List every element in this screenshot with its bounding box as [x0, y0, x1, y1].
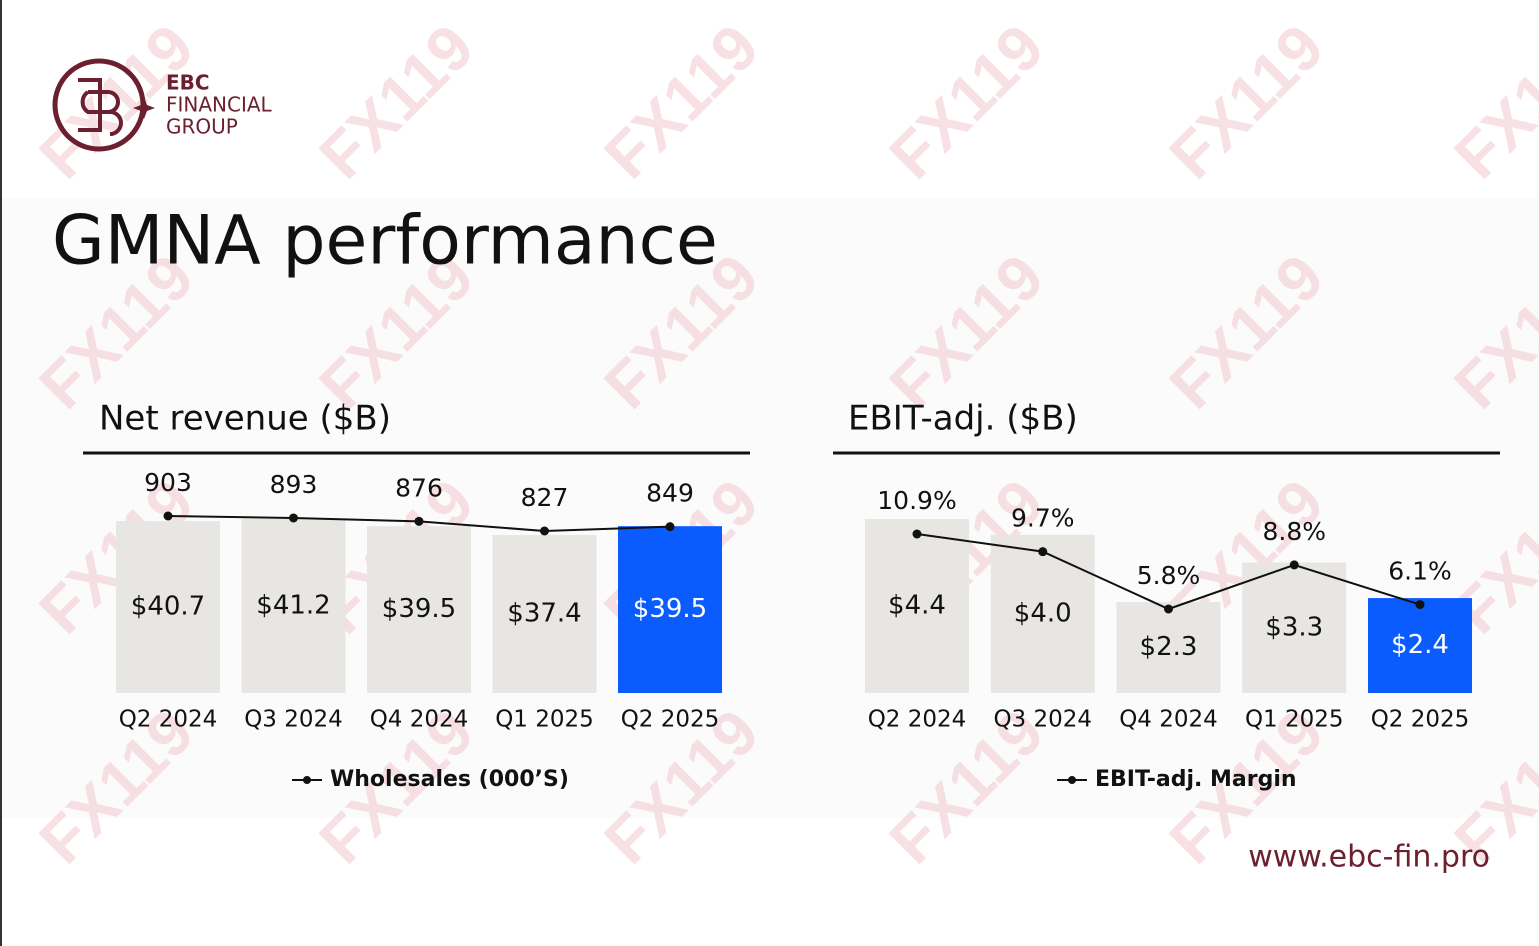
- x-tick-label: Q2 2025: [621, 707, 720, 733]
- page-title: GMNA performance: [52, 202, 718, 281]
- bar-label: $4.0: [1014, 598, 1072, 628]
- bar: [1116, 602, 1221, 693]
- line-point: [1289, 560, 1299, 570]
- line-label: 9.7%: [1011, 504, 1075, 533]
- line-point: [414, 516, 424, 526]
- bar: [990, 534, 1095, 693]
- line-point: [1038, 547, 1048, 557]
- line-label: 876: [395, 473, 443, 502]
- line-label: 903: [144, 468, 192, 497]
- bar: [367, 526, 471, 693]
- x-tick-label: Q4 2024: [370, 707, 469, 733]
- chart-title: EBIT-adj. ($B): [848, 399, 1078, 439]
- bar-label: $41.2: [256, 591, 330, 621]
- chart-title: Net revenue ($B): [99, 399, 391, 439]
- bar: [492, 535, 597, 693]
- logo: EBC FINANCIAL GROUP: [52, 58, 273, 152]
- line-label: 893: [270, 470, 318, 499]
- bar: [1242, 562, 1347, 693]
- line-label: 8.8%: [1262, 517, 1326, 546]
- website: www.ebc-fin.pro: [1248, 840, 1490, 875]
- bar-label: $39.5: [382, 594, 456, 624]
- line-label: 5.8%: [1137, 561, 1201, 590]
- line-point: [1415, 600, 1425, 610]
- line-label: 10.9%: [877, 486, 956, 515]
- bar-label: $4.4: [888, 591, 946, 621]
- bar-label: $2.4: [1391, 630, 1449, 660]
- x-tick-label: Q1 2025: [1245, 707, 1344, 733]
- bar: [1368, 598, 1472, 693]
- charts: Net revenue ($B) $40.7 Q2 2024 $41.2 Q3 2024…: [83, 399, 1500, 792]
- x-tick-label: Q1 2025: [495, 707, 594, 733]
- bar: [618, 526, 722, 693]
- legend-point: [1068, 776, 1076, 784]
- logo-name: EBC: [166, 71, 210, 95]
- logo-line: FINANCIAL: [166, 93, 273, 117]
- x-tick-label: Q2 2024: [119, 707, 218, 733]
- bar: [241, 519, 346, 693]
- bar-label: $40.7: [131, 592, 205, 622]
- line-label: 827: [521, 483, 569, 512]
- legend-point: [303, 776, 311, 784]
- bar-label: $3.3: [1265, 612, 1323, 642]
- x-tick-label: Q2 2025: [1371, 707, 1470, 733]
- logo-mark: [78, 78, 123, 136]
- logo-star: [133, 97, 155, 119]
- bar: [116, 521, 220, 693]
- line-point: [163, 511, 173, 521]
- x-tick-label: Q3 2024: [993, 707, 1092, 733]
- logo-line: GROUP: [166, 115, 238, 139]
- x-tick-label: Q4 2024: [1119, 707, 1218, 733]
- legend-label: EBIT-adj. Margin: [1095, 767, 1297, 792]
- panel: [0, 198, 1539, 818]
- x-tick-label: Q3 2024: [244, 707, 343, 733]
- line-point: [1164, 604, 1173, 614]
- bar: [865, 519, 969, 693]
- line-point: [289, 513, 298, 523]
- line-label: 6.1%: [1388, 557, 1452, 586]
- bar-label: $37.4: [507, 599, 581, 629]
- bar-label: $2.3: [1140, 632, 1198, 662]
- line-point: [540, 526, 549, 536]
- line-point: [665, 522, 675, 532]
- bar-label: $39.5: [633, 594, 707, 624]
- legend-label: Wholesales (000’S): [330, 767, 569, 792]
- line-point: [912, 529, 922, 539]
- x-tick-label: Q2 2024: [868, 707, 967, 733]
- line-label: 849: [646, 479, 694, 508]
